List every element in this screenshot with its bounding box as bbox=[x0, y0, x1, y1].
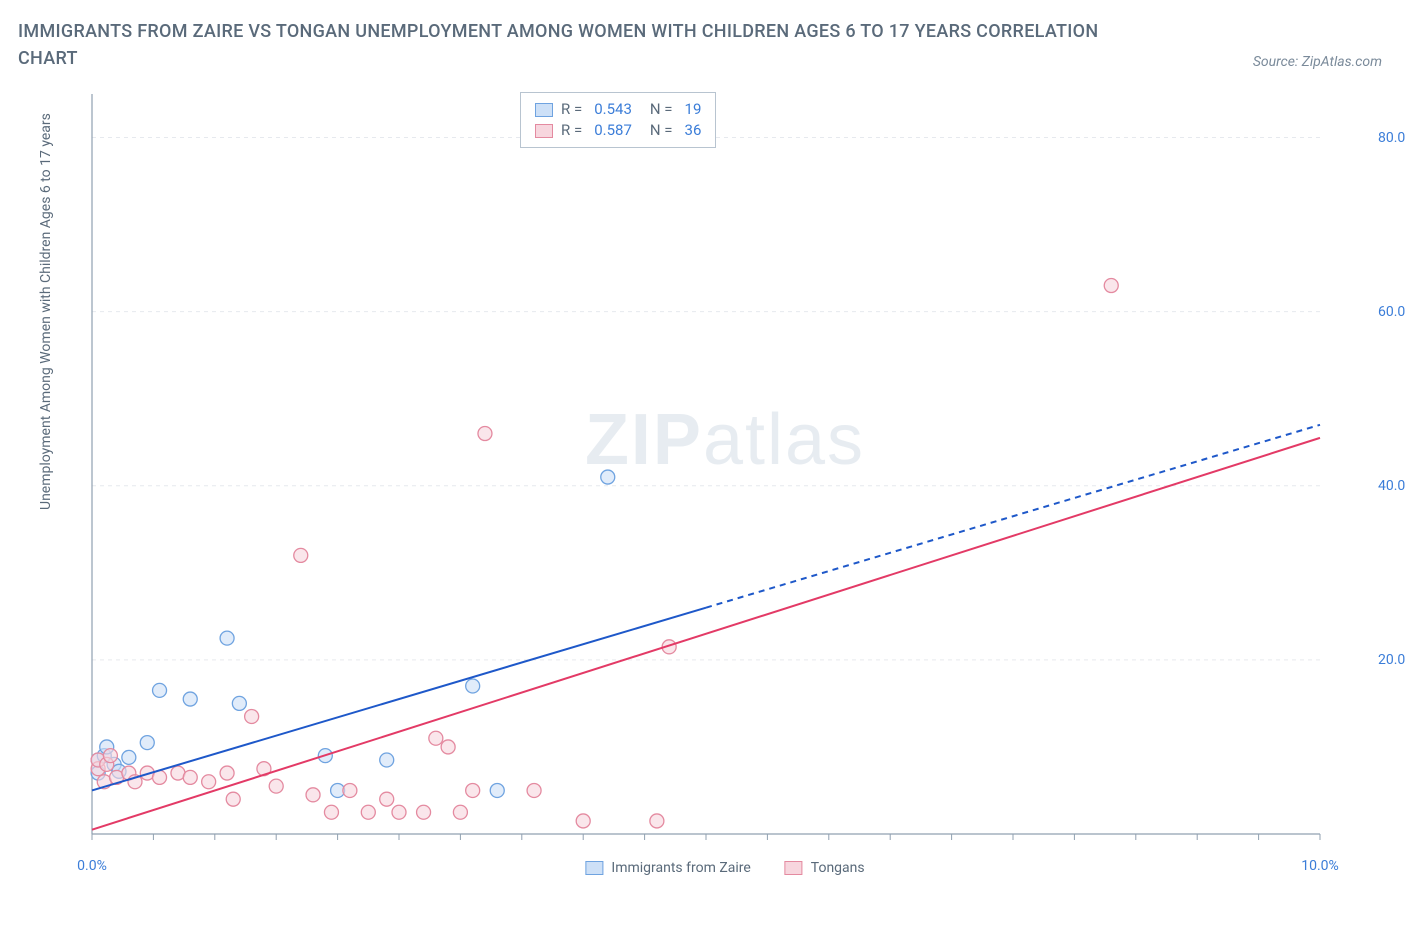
stat-r-value: 0.587 bbox=[594, 120, 632, 141]
stats-row: R = 0.543 N = 19 bbox=[535, 99, 701, 120]
correlation-stats-box: R = 0.543 N = 19 R = 0.587 N = 36 bbox=[520, 92, 716, 148]
stat-r-label: R = bbox=[561, 99, 582, 120]
legend-swatch bbox=[535, 103, 553, 117]
correlation-chart: Unemployment Among Women with Children A… bbox=[42, 90, 1382, 910]
y-tick-label: 20.0% bbox=[1378, 652, 1406, 668]
legend-item: Immigrants from Zaire bbox=[585, 860, 750, 876]
legend-swatch bbox=[585, 861, 603, 875]
stats-row: R = 0.587 N = 36 bbox=[535, 120, 701, 141]
x-tick-label: 0.0% bbox=[77, 858, 107, 874]
stat-n-label: N = bbox=[650, 99, 673, 120]
page-title: IMMIGRANTS FROM ZAIRE VS TONGAN UNEMPLOY… bbox=[18, 18, 1118, 72]
scatter-svg bbox=[80, 90, 1370, 850]
y-axis-label: Unemployment Among Women with Children A… bbox=[38, 113, 54, 510]
stat-n-value: 19 bbox=[685, 99, 702, 120]
legend-item: Tongans bbox=[785, 860, 865, 876]
stat-r-label: R = bbox=[561, 120, 582, 141]
x-tick-label: 10.0% bbox=[1301, 858, 1339, 874]
legend-label: Tongans bbox=[811, 860, 865, 876]
y-tick-label: 40.0% bbox=[1378, 478, 1406, 494]
plot-area: ZIPatlas R =0.543N =19R =0.587N =36 Immi… bbox=[80, 90, 1370, 850]
stat-n-value: 36 bbox=[685, 120, 702, 141]
y-tick-label: 60.0% bbox=[1378, 304, 1406, 320]
legend-swatch bbox=[785, 861, 803, 875]
source-caption: Source: ZipAtlas.com bbox=[1253, 54, 1382, 70]
series-legend: Immigrants from Zaire Tongans bbox=[585, 860, 864, 876]
stat-n-label: N = bbox=[650, 120, 673, 141]
y-tick-label: 80.0% bbox=[1378, 130, 1406, 146]
stat-r-value: 0.543 bbox=[594, 99, 632, 120]
legend-label: Immigrants from Zaire bbox=[611, 860, 750, 876]
legend-swatch bbox=[535, 124, 553, 138]
